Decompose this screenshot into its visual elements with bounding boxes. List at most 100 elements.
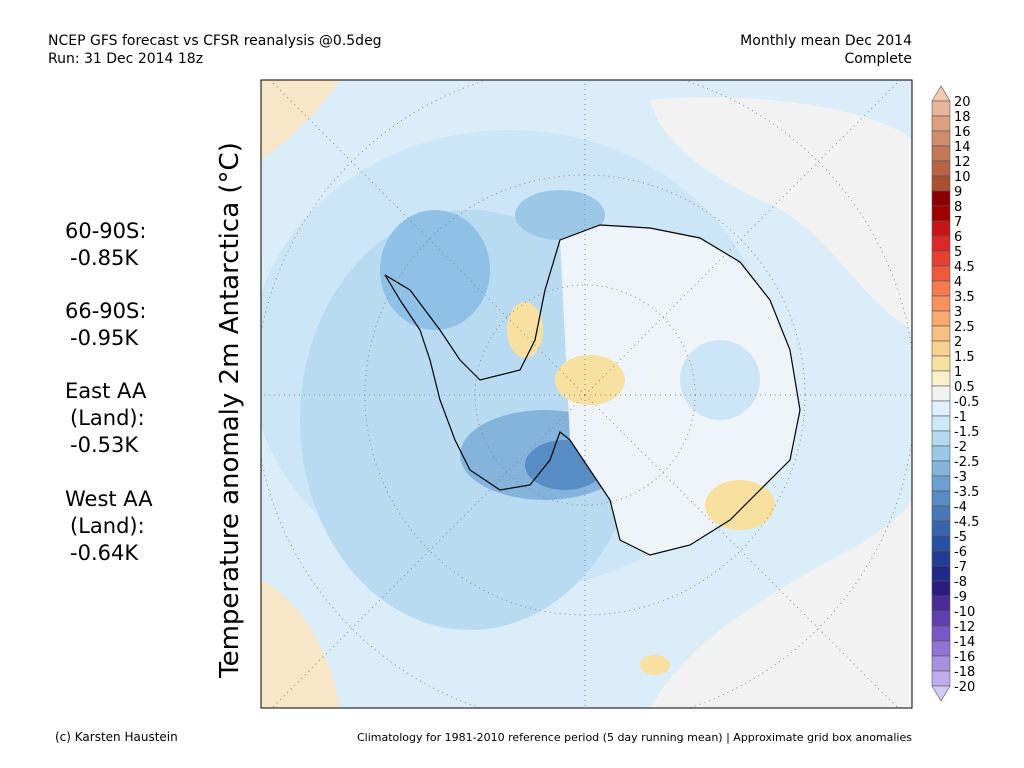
colorbar-box: [931, 625, 951, 642]
footer: Climatology for 1981-2010 reference peri…: [357, 731, 912, 744]
colorbar-box: [931, 475, 951, 492]
colorbar-box: [931, 430, 951, 447]
colorbar-box: [931, 640, 951, 657]
colorbar-label: -12: [954, 620, 975, 635]
colorbar-label: 3.5: [954, 290, 975, 305]
anomaly-area: [640, 655, 670, 675]
colorbar-label: -3: [954, 470, 967, 485]
stat-line: -0.95K: [70, 326, 139, 350]
coastline: [384, 224, 801, 556]
colorbar-label: -1: [954, 410, 967, 425]
colorbar-box: [931, 400, 951, 417]
colorbar-box: [931, 235, 951, 252]
colorbar-box: [931, 325, 951, 342]
colorbar-label: -20: [954, 680, 975, 695]
colorbar-box: [931, 670, 951, 687]
colorbar-box: [931, 265, 951, 282]
colorbar-label: -3.5: [954, 485, 979, 500]
colorbar-label: -8: [954, 575, 967, 590]
colorbar-box: [931, 310, 951, 327]
colorbar-label: 0.5: [954, 380, 975, 395]
colorbar-box: [931, 280, 951, 297]
colorbar-box: [931, 505, 951, 522]
colorbar-end: [931, 85, 951, 102]
stat-line: -0.64K: [70, 541, 139, 565]
colorbar-box: [931, 370, 951, 387]
anomaly-area: [555, 355, 625, 405]
colorbar-label: 12: [954, 155, 971, 170]
map-title: Temperature anomaly 2m Antarctica (°C): [215, 142, 245, 679]
colorbar-label: 4.5: [954, 260, 975, 275]
colorbar-box: [931, 190, 951, 207]
colorbar-label: -0.5: [954, 395, 979, 410]
colorbar-box: [931, 250, 951, 267]
stat-line: 66-90S:: [65, 299, 146, 323]
colorbar-box: [931, 100, 951, 117]
colorbar-box: [931, 595, 951, 612]
colorbar-label: 9: [954, 185, 962, 200]
colorbar: 201816141210987654.543.532.521.510.5-0.5…: [931, 85, 979, 702]
colorbar-box: [931, 205, 951, 222]
stat-line: -0.85K: [70, 246, 139, 270]
colorbar-label: -18: [954, 665, 975, 680]
colorbar-label: 18: [954, 110, 971, 125]
colorbar-label: -2.5: [954, 455, 979, 470]
anomaly-area: [515, 190, 605, 240]
stat-line: West AA: [65, 487, 153, 511]
colorbar-label: 20: [954, 95, 971, 110]
anomaly-area: [300, 210, 640, 630]
map-frame: [260, 79, 913, 709]
colorbar-label: -10: [954, 605, 975, 620]
colorbar-box: [931, 340, 951, 357]
stat-line: (Land):: [70, 514, 145, 538]
anomaly-area: [507, 302, 543, 358]
colorbar-box: [931, 520, 951, 537]
colorbar-box: [931, 565, 951, 582]
colorbar-box: [931, 115, 951, 132]
colorbar-label: -4: [954, 500, 967, 515]
colorbar-box: [931, 160, 951, 177]
anomaly-area: [680, 340, 760, 420]
footer: (c) Karsten Haustein: [55, 730, 178, 744]
colorbar-box: [931, 610, 951, 627]
anomaly-area: [650, 500, 912, 708]
colorbar-label: -4.5: [954, 515, 979, 530]
colorbar-label: -5: [954, 530, 967, 545]
colorbar-box: [931, 655, 951, 672]
colorbar-label: -6: [954, 545, 967, 560]
colorbar-label: 2.5: [954, 320, 975, 335]
anomaly-area: [380, 210, 490, 330]
colorbar-box: [931, 220, 951, 237]
colorbar-box: [931, 415, 951, 432]
stat-line: East AA: [65, 379, 147, 403]
colorbar-box: [931, 460, 951, 477]
stat-line: (Land):: [70, 406, 145, 430]
header-line: Monthly mean Dec 2014: [740, 33, 912, 49]
colorbar-label: -16: [954, 650, 975, 665]
anomaly-area: [261, 80, 340, 160]
colorbar-label: -2: [954, 440, 967, 455]
colorbar-box: [931, 490, 951, 507]
colorbar-box: [931, 580, 951, 597]
anomaly-area: [650, 97, 912, 330]
colorbar-label: 8: [954, 200, 962, 215]
colorbar-label: 5: [954, 245, 962, 260]
header-line: NCEP GFS forecast vs CFSR reanalysis @0.…: [48, 33, 382, 49]
colorbar-box: [931, 355, 951, 372]
colorbar-box: [931, 385, 951, 402]
colorbar-label: -14: [954, 635, 975, 650]
colorbar-label: 1.5: [954, 350, 975, 365]
colorbar-label: 1: [954, 365, 962, 380]
colorbar-end: [931, 685, 951, 702]
colorbar-label: -1.5: [954, 425, 979, 440]
land-anomaly: [560, 225, 800, 555]
colorbar-label: 2: [954, 335, 962, 350]
stat-line: 60-90S:: [65, 219, 146, 243]
colorbar-box: [931, 295, 951, 312]
colorbar-label: -7: [954, 560, 967, 575]
stats: 60-90S: -0.85K 66-90S: -0.95K East AA (Land):…: [65, 219, 153, 565]
colorbar-label: 3: [954, 305, 962, 320]
colorbar-label: 6: [954, 230, 962, 245]
colorbar-box: [931, 535, 951, 552]
